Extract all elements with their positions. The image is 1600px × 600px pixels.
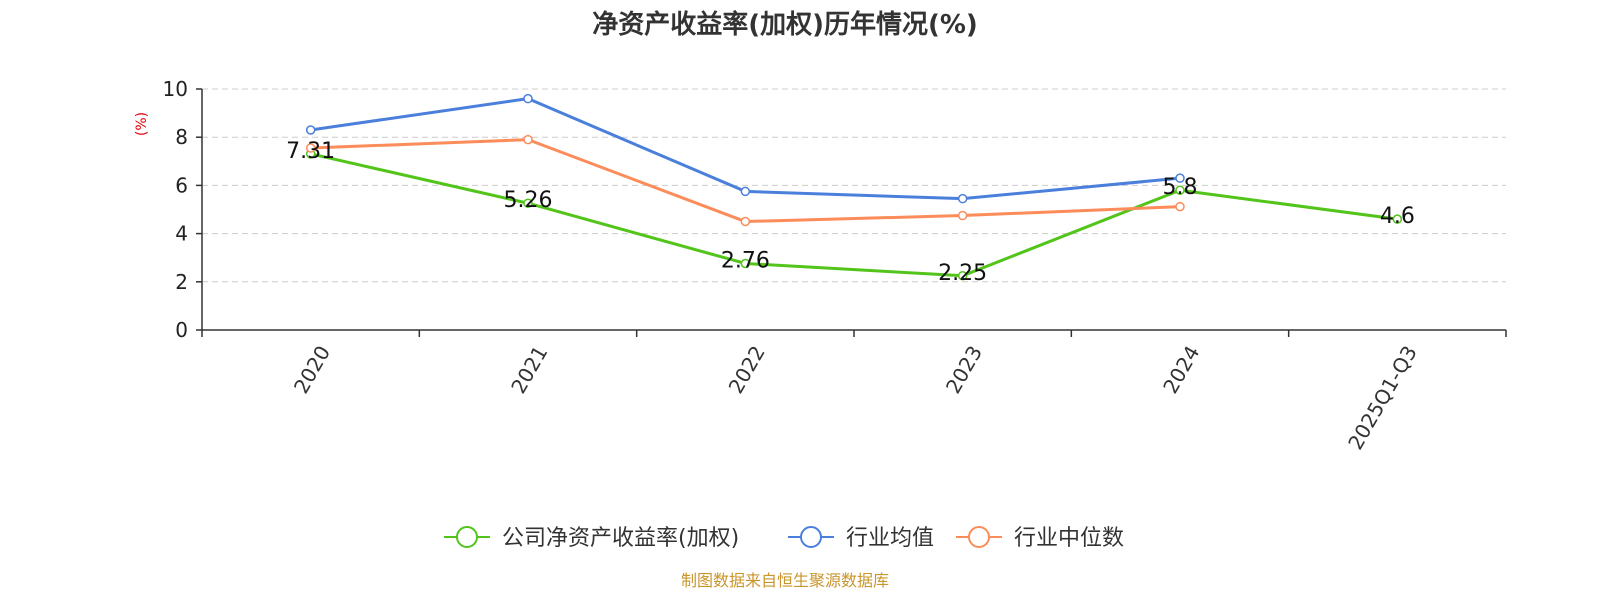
grid-lines [202, 88, 1506, 283]
y-tick-label-0: 0 [175, 318, 188, 342]
chart-title: 净资产收益率(加权)历年情况(%) [592, 9, 978, 40]
series-0-point-1 [523, 198, 533, 208]
legend-marker-0 [456, 526, 478, 548]
x-tick-label-2021: 2021 [506, 342, 552, 398]
x-tick-label-2025Q1-Q3: 2025Q1-Q3 [1343, 342, 1422, 454]
series-2-point-3 [957, 210, 968, 221]
axis-ticks: 0 2 4 6 8 10 2020 2021 2022 2023 2024 2025Q1-Q3 [163, 77, 1507, 454]
y-tick-label-8: 8 [175, 125, 188, 149]
series-0-point-3 [957, 271, 968, 281]
series-group [305, 93, 1403, 281]
series-2-point-4 [1175, 201, 1185, 212]
data-label-5: 4.6 [1380, 204, 1415, 229]
x-tick-label-2023: 2023 [941, 342, 987, 398]
series-1-point-3 [957, 193, 968, 204]
legend-label-0: 公司净资产收益率(加权) [502, 526, 739, 551]
source-note: 制图数据来自恒生聚源数据库 [681, 571, 889, 590]
legend[interactable]: 公司净资产收益率(加权) 行业均值 行业中位数 [444, 526, 1124, 551]
y-axis-label: (%) [134, 112, 150, 136]
y-tick-label-6: 6 [175, 173, 188, 197]
series-1-point-2 [740, 186, 751, 197]
data-label-4: 5.8 [1163, 175, 1198, 200]
legend-marker-1 [800, 526, 822, 548]
series-1-point-4 [1175, 173, 1185, 183]
data-label-0: 7.31 [286, 139, 335, 164]
legend-label-1: 行业均值 [846, 526, 934, 551]
x-tick-label-2024: 2024 [1158, 342, 1204, 398]
legend-marker-2 [968, 526, 990, 548]
legend-item-0[interactable]: 公司净资产收益率(加权) [444, 526, 739, 551]
series-1-point-0 [305, 125, 316, 135]
legend-label-2: 行业中位数 [1014, 526, 1124, 551]
data-label-3: 2.25 [938, 261, 987, 286]
x-tick-label-2020: 2020 [289, 342, 335, 398]
series-2-point-0 [305, 143, 316, 153]
x-tick-label-2022: 2022 [724, 342, 770, 398]
series-2-point-2 [740, 216, 751, 227]
series-0-point-5 [1392, 214, 1403, 224]
data-label-2: 2.76 [721, 248, 770, 273]
series-2-point-1 [523, 134, 533, 145]
data-label-1: 5.26 [504, 188, 553, 213]
y-tick-label-10: 10 [163, 77, 188, 101]
series-line-2 [310, 138, 1181, 224]
series-0-point-2 [740, 258, 751, 269]
y-tick-label-2: 2 [175, 270, 188, 294]
y-tick-label-4: 4 [175, 222, 188, 246]
series-1-point-1 [523, 93, 533, 104]
axes [201, 89, 1506, 331]
legend-item-2[interactable]: 行业中位数 [956, 526, 1124, 551]
data-labels: 7.31 5.26 2.76 2.25 5.8 4.6 [286, 139, 1415, 286]
series-line-0 [310, 152, 1398, 278]
series-0-point-4 [1175, 185, 1185, 195]
legend-item-1[interactable]: 行业均值 [788, 526, 934, 551]
